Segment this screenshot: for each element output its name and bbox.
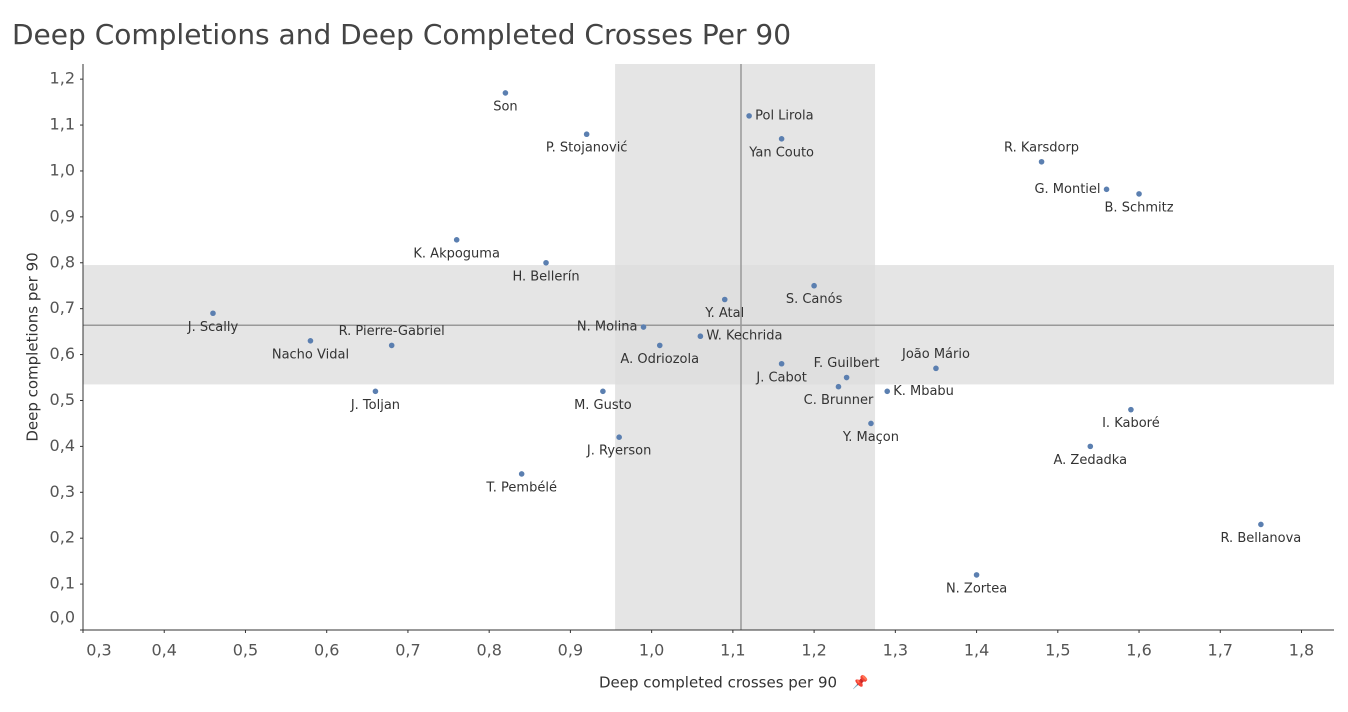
y-axis-title: Deep completions per 90 xyxy=(24,252,42,441)
point-label: P. Stojanović xyxy=(546,141,628,156)
point-label: N. Molina xyxy=(577,320,638,335)
point xyxy=(1103,186,1110,193)
point xyxy=(583,131,590,138)
x-tick-label: 1,7 xyxy=(1208,641,1233,660)
point-label: B. Schmitz xyxy=(1105,200,1174,215)
point xyxy=(502,90,509,96)
y-tick-label: 0,6 xyxy=(50,344,75,363)
point xyxy=(640,324,647,330)
point xyxy=(933,365,939,372)
point-label: C. Brunner xyxy=(804,393,874,408)
point xyxy=(210,310,216,317)
point-label: K. Akpoguma xyxy=(413,246,500,261)
pin-icon: 📌 xyxy=(852,674,868,691)
point-label: Pol Lirola xyxy=(755,108,814,123)
point xyxy=(616,434,622,441)
point xyxy=(1087,443,1094,450)
point-label: Son xyxy=(493,99,517,114)
x-tick-label: 1,2 xyxy=(801,641,826,660)
x-tick-label: 1,6 xyxy=(1126,641,1151,660)
point xyxy=(518,471,525,477)
x-tick-label: 0,5 xyxy=(233,641,258,660)
point xyxy=(721,296,728,303)
y-tick-label: 0,9 xyxy=(50,206,75,225)
y-tick-label: 0,3 xyxy=(50,482,75,501)
point xyxy=(307,338,314,344)
point-label: A. Odriozola xyxy=(620,352,699,367)
point xyxy=(746,113,752,119)
x-tick-label: 1,4 xyxy=(964,641,989,660)
point-label: J. Ryerson xyxy=(586,444,651,459)
x-tick-label: 0,3 xyxy=(86,641,111,660)
point-label: J. Scally xyxy=(187,320,239,335)
x-tick-label: 1,3 xyxy=(883,641,908,660)
x-tick-label: 0,6 xyxy=(314,641,339,660)
point xyxy=(372,388,379,395)
point-label: Nacho Vidal xyxy=(272,347,349,362)
y-tick-label: 0,7 xyxy=(50,298,75,317)
point xyxy=(778,360,785,367)
chart-title: Deep Completions and Deep Completed Cros… xyxy=(12,18,791,51)
point-label: H. Bellerín xyxy=(512,269,579,284)
point xyxy=(811,282,817,289)
x-tick-label: 1,8 xyxy=(1289,641,1314,660)
point-label: I. Kaboré xyxy=(1102,416,1160,431)
x-tick-label: 1,1 xyxy=(720,641,745,660)
x-tick-label: 1,0 xyxy=(639,641,664,660)
point xyxy=(453,237,460,243)
point xyxy=(884,388,891,395)
point xyxy=(543,259,549,266)
point-label: M. Gusto xyxy=(574,398,632,413)
y-tick-label: 0,2 xyxy=(50,528,75,547)
point xyxy=(656,342,663,349)
point-label: Y. Maçon xyxy=(842,430,899,445)
y-tick-label: 0,5 xyxy=(50,390,75,409)
point xyxy=(868,420,874,427)
point-label: T. Pembélé xyxy=(485,480,557,495)
point-label: J. Toljan xyxy=(350,398,400,413)
point-label: S. Canós xyxy=(786,292,843,307)
point xyxy=(697,333,704,340)
point-label: N. Zortea xyxy=(946,581,1007,596)
point xyxy=(1136,191,1142,197)
point xyxy=(843,374,850,381)
point-label: João Mário xyxy=(901,347,970,362)
x-tick-label: 0,8 xyxy=(476,641,501,660)
point-label: Yan Couto xyxy=(748,145,814,160)
point xyxy=(778,136,785,142)
x-tick-label: 0,4 xyxy=(152,641,177,660)
point-label: J. Cabot xyxy=(755,370,806,385)
x-axis-title: Deep completed crosses per 90 xyxy=(599,674,837,692)
point xyxy=(1038,158,1045,165)
point-label: K. Mbabu xyxy=(893,384,954,399)
point xyxy=(1128,406,1134,413)
y-tick-label: 0,1 xyxy=(50,574,75,593)
point-label: R. Bellanova xyxy=(1220,531,1301,546)
point xyxy=(973,572,980,578)
x-tick-label: 1,5 xyxy=(1045,641,1070,660)
x-tick-label: 0,7 xyxy=(395,641,420,660)
point-label: W. Kechrida xyxy=(706,329,782,344)
y-tick-label: 0,0 xyxy=(50,608,75,627)
point-label: G. Montiel xyxy=(1034,182,1100,197)
y-tick-label: 0,8 xyxy=(50,252,75,271)
y-tick-label: 0,4 xyxy=(50,436,75,455)
y-tick-label: 1,0 xyxy=(50,160,75,179)
point-label: R. Pierre-Gabriel xyxy=(339,324,445,339)
point-label: F. Guilbert xyxy=(814,356,880,371)
y-tick-label: 1,1 xyxy=(50,115,75,134)
point xyxy=(388,342,395,349)
y-tick-label: 1,2 xyxy=(50,69,75,88)
point-label: R. Karsdorp xyxy=(1004,140,1079,155)
point xyxy=(600,388,606,395)
point xyxy=(1258,521,1264,528)
point-label: A. Zedadka xyxy=(1054,453,1128,468)
point xyxy=(835,383,842,390)
x-tick-label: 0,9 xyxy=(558,641,583,660)
point-label: Y. Atal xyxy=(704,306,744,321)
